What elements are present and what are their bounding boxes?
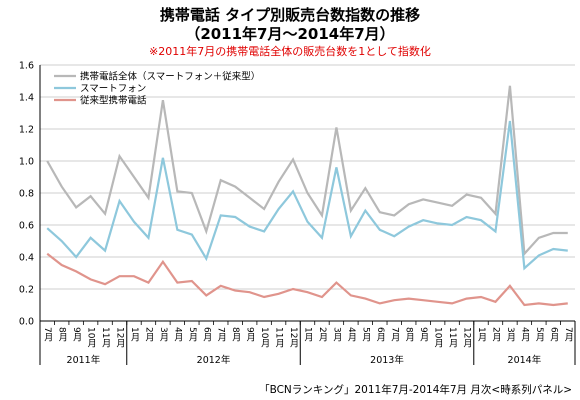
x-tick-label: 7月 — [389, 327, 400, 343]
y-tick-label: 1.6 — [19, 61, 34, 72]
chart-title-line1: 携帯電話 タイプ別販売台数指数の推移 — [160, 6, 420, 24]
x-tick-label: 11月 — [274, 327, 285, 348]
chart-note: ※2011年7月の携帯電話全体の販売台数を1として指数化 — [149, 44, 431, 58]
x-tick-label: 3月 — [331, 327, 342, 343]
x-tick-label: 10月 — [433, 327, 444, 348]
x-tick-label: 1月 — [303, 327, 314, 343]
x-tick-label: 4月 — [346, 327, 357, 343]
x-tick-label: 4月 — [519, 327, 530, 343]
x-tick-label: 3月 — [505, 327, 516, 343]
year-label: 2012年 — [197, 354, 231, 366]
x-tick-label: 11月 — [447, 327, 458, 348]
series-line-2 — [46, 120, 568, 271]
source-note: 「BCNランキング」2011年7月-2014年7月 月次<時系列パネル> — [259, 383, 572, 396]
x-tick-label: 2月 — [143, 327, 154, 343]
legend-label-2: スマートフォン — [80, 84, 146, 95]
chart-title-line2: （2011年7月～2014年7月） — [185, 25, 394, 43]
x-tick-label: 8月 — [404, 327, 415, 343]
x-tick-label: 6月 — [201, 327, 212, 343]
y-tick-label: 0.2 — [19, 285, 34, 296]
x-tick-label: 8月 — [57, 327, 68, 343]
x-tick-label: 5月 — [360, 327, 371, 343]
x-tick-label: 12月 — [115, 327, 126, 348]
x-tick-label: 9月 — [418, 327, 429, 343]
x-tick-label: 5月 — [187, 327, 198, 343]
y-tick-label: 0.6 — [19, 221, 34, 232]
series-line-3 — [46, 252, 568, 307]
x-tick-label: 10月 — [86, 327, 97, 348]
year-label: 2013年 — [370, 354, 404, 366]
x-tick-label: 2月 — [317, 327, 328, 343]
x-tick-label: 2月 — [490, 327, 501, 343]
year-label: 2011年 — [67, 354, 101, 366]
x-tick-label: 9月 — [245, 327, 256, 343]
y-tick-label: 1.2 — [19, 125, 34, 136]
y-tick-label: 0.8 — [19, 189, 34, 200]
x-tick-label: 6月 — [375, 327, 386, 343]
series-line-1 — [46, 85, 568, 257]
legend-label-3: 従来型携帯電話 — [80, 95, 147, 107]
legend-label-1: 携帯電話全体（スマートフォン＋従来型） — [80, 71, 260, 83]
x-tick-label: 4月 — [172, 327, 183, 343]
x-tick-label: 7月 — [42, 327, 53, 343]
x-axis: 7月 8月 9月 10月 11月 12月 1月 2月 3月 4月 5月 6月 7月 8月 9月 10月 11月 1… — [40, 320, 576, 366]
x-tick-label: 7月 — [563, 327, 574, 343]
x-tick-label: 7月 — [216, 327, 227, 343]
x-tick-label: 11月 — [100, 327, 111, 348]
y-axis: 0.0 0.2 0.4 0.6 0.8 1.0 1.2 1.4 1.6 — [19, 61, 41, 365]
x-tick-label: 10月 — [259, 327, 270, 348]
x-tick-label: 9月 — [71, 327, 82, 343]
series-lines — [46, 85, 568, 307]
y-tick-label: 0.4 — [19, 253, 34, 264]
x-tick-label: 12月 — [462, 327, 473, 348]
y-tick-label: 1.4 — [19, 93, 34, 104]
x-tick-label: 8月 — [230, 327, 241, 343]
gridlines — [40, 64, 575, 290]
x-tick-label: 1月 — [476, 327, 487, 343]
x-tick-label: 1月 — [129, 327, 140, 343]
x-tick-label: 12月 — [288, 327, 299, 348]
x-tick-label: 6月 — [548, 327, 559, 343]
x-tick-label: 5月 — [534, 327, 545, 343]
y-tick-label: 0.0 — [19, 317, 34, 328]
x-tick-label: 3月 — [158, 327, 169, 343]
year-label: 2014年 — [508, 354, 542, 366]
y-tick-label: 1.0 — [19, 157, 34, 168]
